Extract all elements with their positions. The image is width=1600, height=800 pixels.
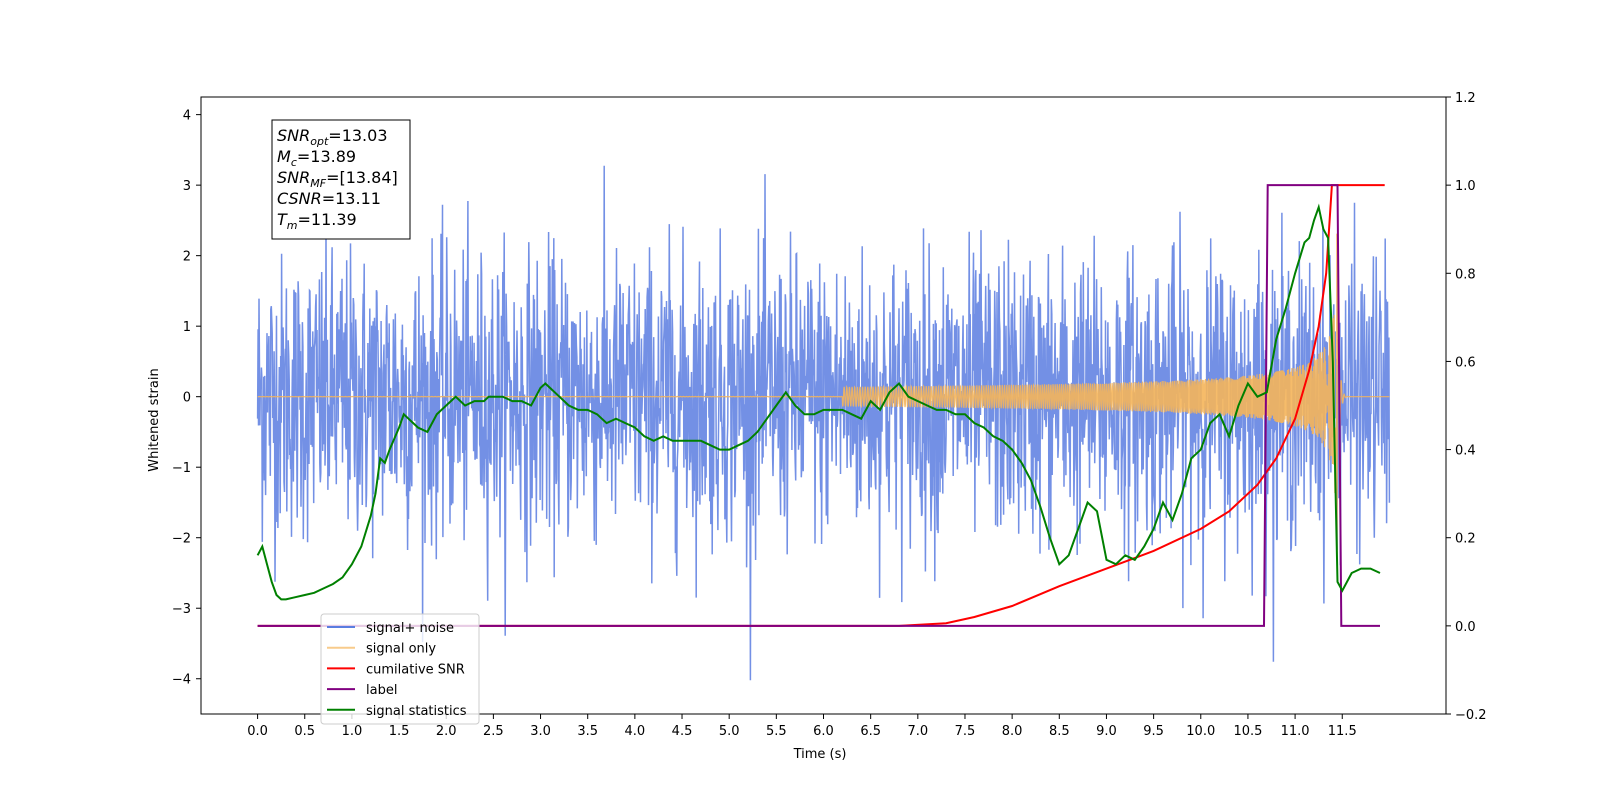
info-box-line: SNRMF=[13.84] [277, 168, 398, 190]
series-signal-statistics [256, 203, 1381, 601]
series-cumilative-snr [257, 184, 1385, 627]
x-tick-label: 7.5 [955, 724, 976, 739]
y-right-tick-label: 0.2 [1455, 532, 1476, 547]
x-tick-label: 11.0 [1281, 724, 1310, 739]
series-label [257, 184, 1380, 627]
y-tick-label: 0 [183, 391, 191, 406]
x-tick-label: 5.0 [719, 724, 740, 739]
info-box-line: CSNR=13.11 [277, 189, 381, 208]
x-tick-label: 1.0 [342, 724, 363, 739]
legend-label: label [366, 683, 397, 698]
axis-ticks: 0.0 0.5 1.0 1.5 2.0 2.5 3.0 3.5 4.0 4.5 5.0 5.5 6.0 6… [172, 91, 1487, 739]
x-tick-label: 8.5 [1049, 724, 1070, 739]
x-tick-label: 9.5 [1143, 724, 1164, 739]
y-right-tick-label: 1.2 [1455, 91, 1476, 106]
y-tick-label: 3 [183, 179, 191, 194]
series-signal-noise [256, 165, 1391, 681]
y-tick-label: −2 [172, 532, 191, 547]
plot-area [256, 165, 1391, 681]
y-axis-label: Whitened strain [147, 368, 162, 471]
legend-label: signal only [366, 642, 436, 657]
info-box-line: Tm=11.39 [277, 210, 357, 232]
x-tick-label: 8.0 [1002, 724, 1023, 739]
x-tick-label: 3.0 [530, 724, 551, 739]
x-tick-label: 4.0 [625, 724, 646, 739]
x-tick-label: 10.5 [1233, 724, 1262, 739]
y-right-tick-label: 0.6 [1455, 355, 1476, 370]
x-tick-label: 11.5 [1328, 724, 1357, 739]
info-box-line: SNRopt=13.03 [277, 126, 388, 148]
x-tick-label: 0.0 [247, 724, 268, 739]
x-tick-label: 2.5 [483, 724, 504, 739]
legend-label: cumilative SNR [366, 662, 465, 677]
x-tick-label: 5.5 [766, 724, 787, 739]
x-tick-label: 6.5 [860, 724, 881, 739]
y-tick-label: −4 [172, 673, 191, 688]
legend-label: signal+ noise [366, 621, 454, 636]
x-tick-label: 9.0 [1096, 724, 1117, 739]
y-right-tick-label: 0.4 [1455, 444, 1476, 459]
legend-frame [320, 613, 480, 725]
legend-label: signal statistics [366, 704, 467, 719]
x-tick-label: 3.5 [577, 724, 598, 739]
y-tick-label: 4 [183, 109, 191, 124]
y-right-tick-label: 0.8 [1455, 267, 1476, 282]
y-right-tick-label: −0.2 [1455, 708, 1487, 723]
info-box: SNRopt=13.03Mc=13.89SNRMF=[13.84]CSNR=13… [271, 119, 411, 240]
y-right-tick-label: 0.0 [1455, 620, 1476, 635]
y-tick-label: −1 [172, 461, 191, 476]
x-tick-label: 10.0 [1186, 724, 1215, 739]
x-tick-label: 4.5 [672, 724, 693, 739]
info-box-line: Mc=13.89 [277, 147, 356, 169]
x-tick-label: 0.5 [294, 724, 315, 739]
x-tick-label: 1.5 [389, 724, 410, 739]
y-tick-label: 2 [183, 250, 191, 265]
y-right-tick-label: 1.0 [1455, 179, 1476, 194]
x-tick-label: 6.0 [813, 724, 834, 739]
series-signal-only [257, 233, 1390, 579]
x-axis-label: Time (s) [793, 747, 847, 762]
y-tick-label: 1 [183, 320, 191, 335]
y-tick-label: −3 [172, 602, 191, 617]
x-tick-label: 2.0 [436, 724, 457, 739]
legend: signal+ noise signal only cumilative SNR la… [320, 613, 480, 725]
info-box-border [271, 119, 411, 240]
x-tick-label: 7.0 [907, 724, 928, 739]
